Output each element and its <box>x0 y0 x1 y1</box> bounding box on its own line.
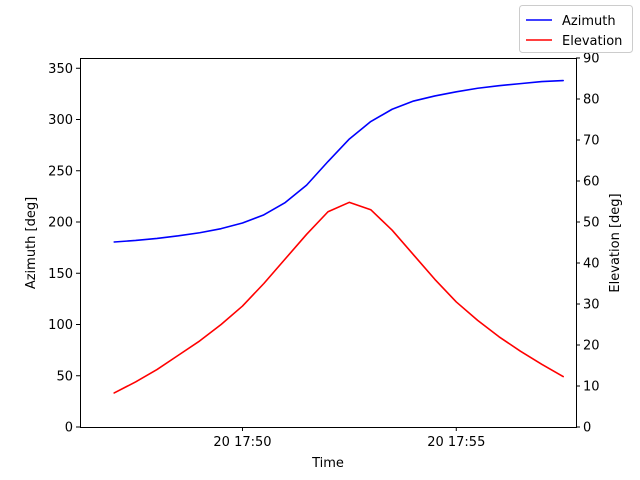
y-right-tick-label: 40 <box>583 257 600 272</box>
y-right-tick-label: 20 <box>583 339 600 354</box>
y-right-tick-label: 90 <box>583 52 600 67</box>
legend: Azimuth Elevation <box>519 5 633 53</box>
x-tick-label: 20 17:50 <box>213 435 271 450</box>
series-layer <box>113 79 564 394</box>
series-line-azimuth <box>113 79 564 243</box>
y-left-axis-label: Azimuth [deg] <box>24 197 39 289</box>
legend-elevation-label: Elevation <box>562 34 622 49</box>
y-left-tick-label: 100 <box>48 318 73 333</box>
legend-azimuth-label: Azimuth <box>562 14 616 29</box>
y-left-tick-label: 150 <box>48 267 73 282</box>
series-line-elevation <box>113 201 564 394</box>
y-right-axis-label: Elevation [deg] <box>608 193 623 292</box>
y-left-tick-label: 250 <box>48 164 73 179</box>
x-axis-label: Time <box>311 456 344 471</box>
right-axis-ticks: 0 10 20 30 40 50 60 70 80 90 <box>576 52 600 436</box>
x-tick-label: 20 17:55 <box>427 435 485 450</box>
y-left-tick-label: 50 <box>56 369 73 384</box>
y-right-tick-label: 70 <box>583 134 600 149</box>
y-right-tick-label: 60 <box>583 175 600 190</box>
plot-frame <box>80 58 577 428</box>
y-left-tick-label: 300 <box>48 113 73 128</box>
y-right-tick-label: 30 <box>583 298 600 313</box>
y-right-tick-label: 80 <box>583 93 600 108</box>
y-left-tick-label: 350 <box>48 62 73 77</box>
y-right-tick-label: 0 <box>583 421 591 436</box>
x-axis-ticks: 20 17:50 20 17:55 <box>213 427 485 450</box>
y-left-tick-label: 0 <box>65 421 73 436</box>
left-axis-ticks: 0 50 100 150 200 250 300 350 <box>48 62 80 436</box>
y-right-tick-label: 10 <box>583 380 600 395</box>
y-right-tick-label: 50 <box>583 216 600 231</box>
y-left-tick-label: 200 <box>48 216 73 231</box>
